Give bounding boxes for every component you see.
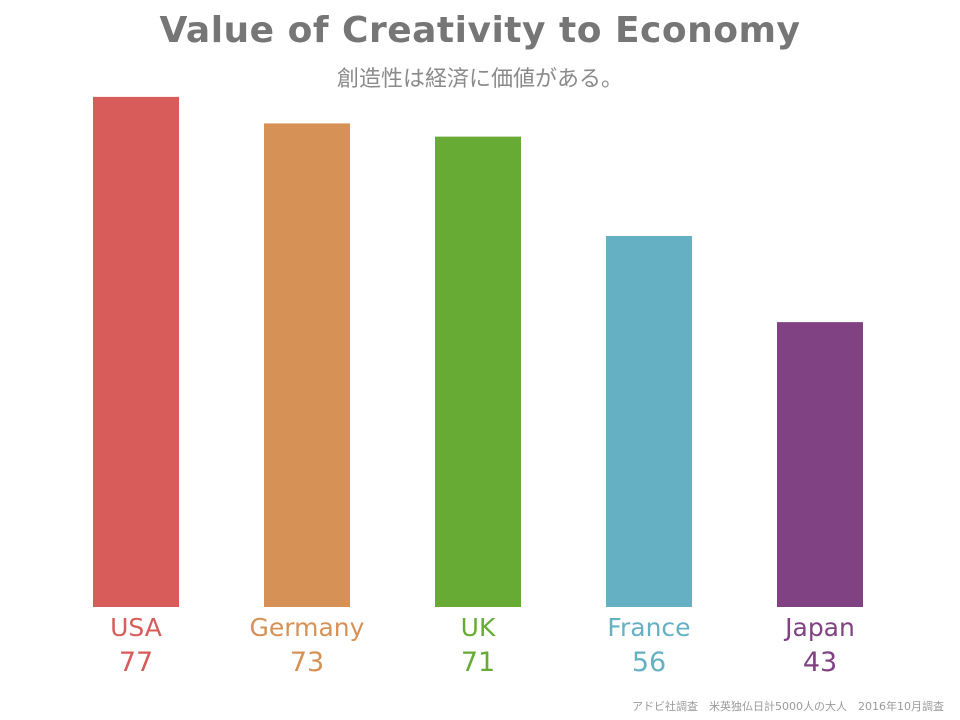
value-label-germany: 73: [290, 647, 324, 678]
bar-uk: [435, 136, 521, 607]
category-label-japan: Japan: [783, 613, 855, 642]
value-label-france: 56: [632, 647, 666, 678]
value-label-usa: 77: [119, 647, 153, 678]
bar-japan: [777, 322, 863, 607]
bar-france: [606, 236, 692, 607]
category-label-germany: Germany: [250, 613, 365, 642]
value-label-uk: 71: [461, 647, 495, 678]
bar-usa: [93, 96, 179, 607]
value-label-japan: 43: [803, 647, 837, 678]
category-label-france: France: [607, 613, 690, 642]
source-footnote: アドビ社調査 米英独仏日計5000人の大人 2016年10月調査: [632, 700, 944, 713]
chart-subtitle: 創造性は経済に価値がある。: [336, 67, 623, 92]
category-label-uk: UK: [461, 613, 496, 642]
bar-germany: [264, 123, 350, 607]
category-label-usa: USA: [110, 613, 162, 642]
chart-title: Value of Creativity to Economy: [159, 10, 801, 51]
